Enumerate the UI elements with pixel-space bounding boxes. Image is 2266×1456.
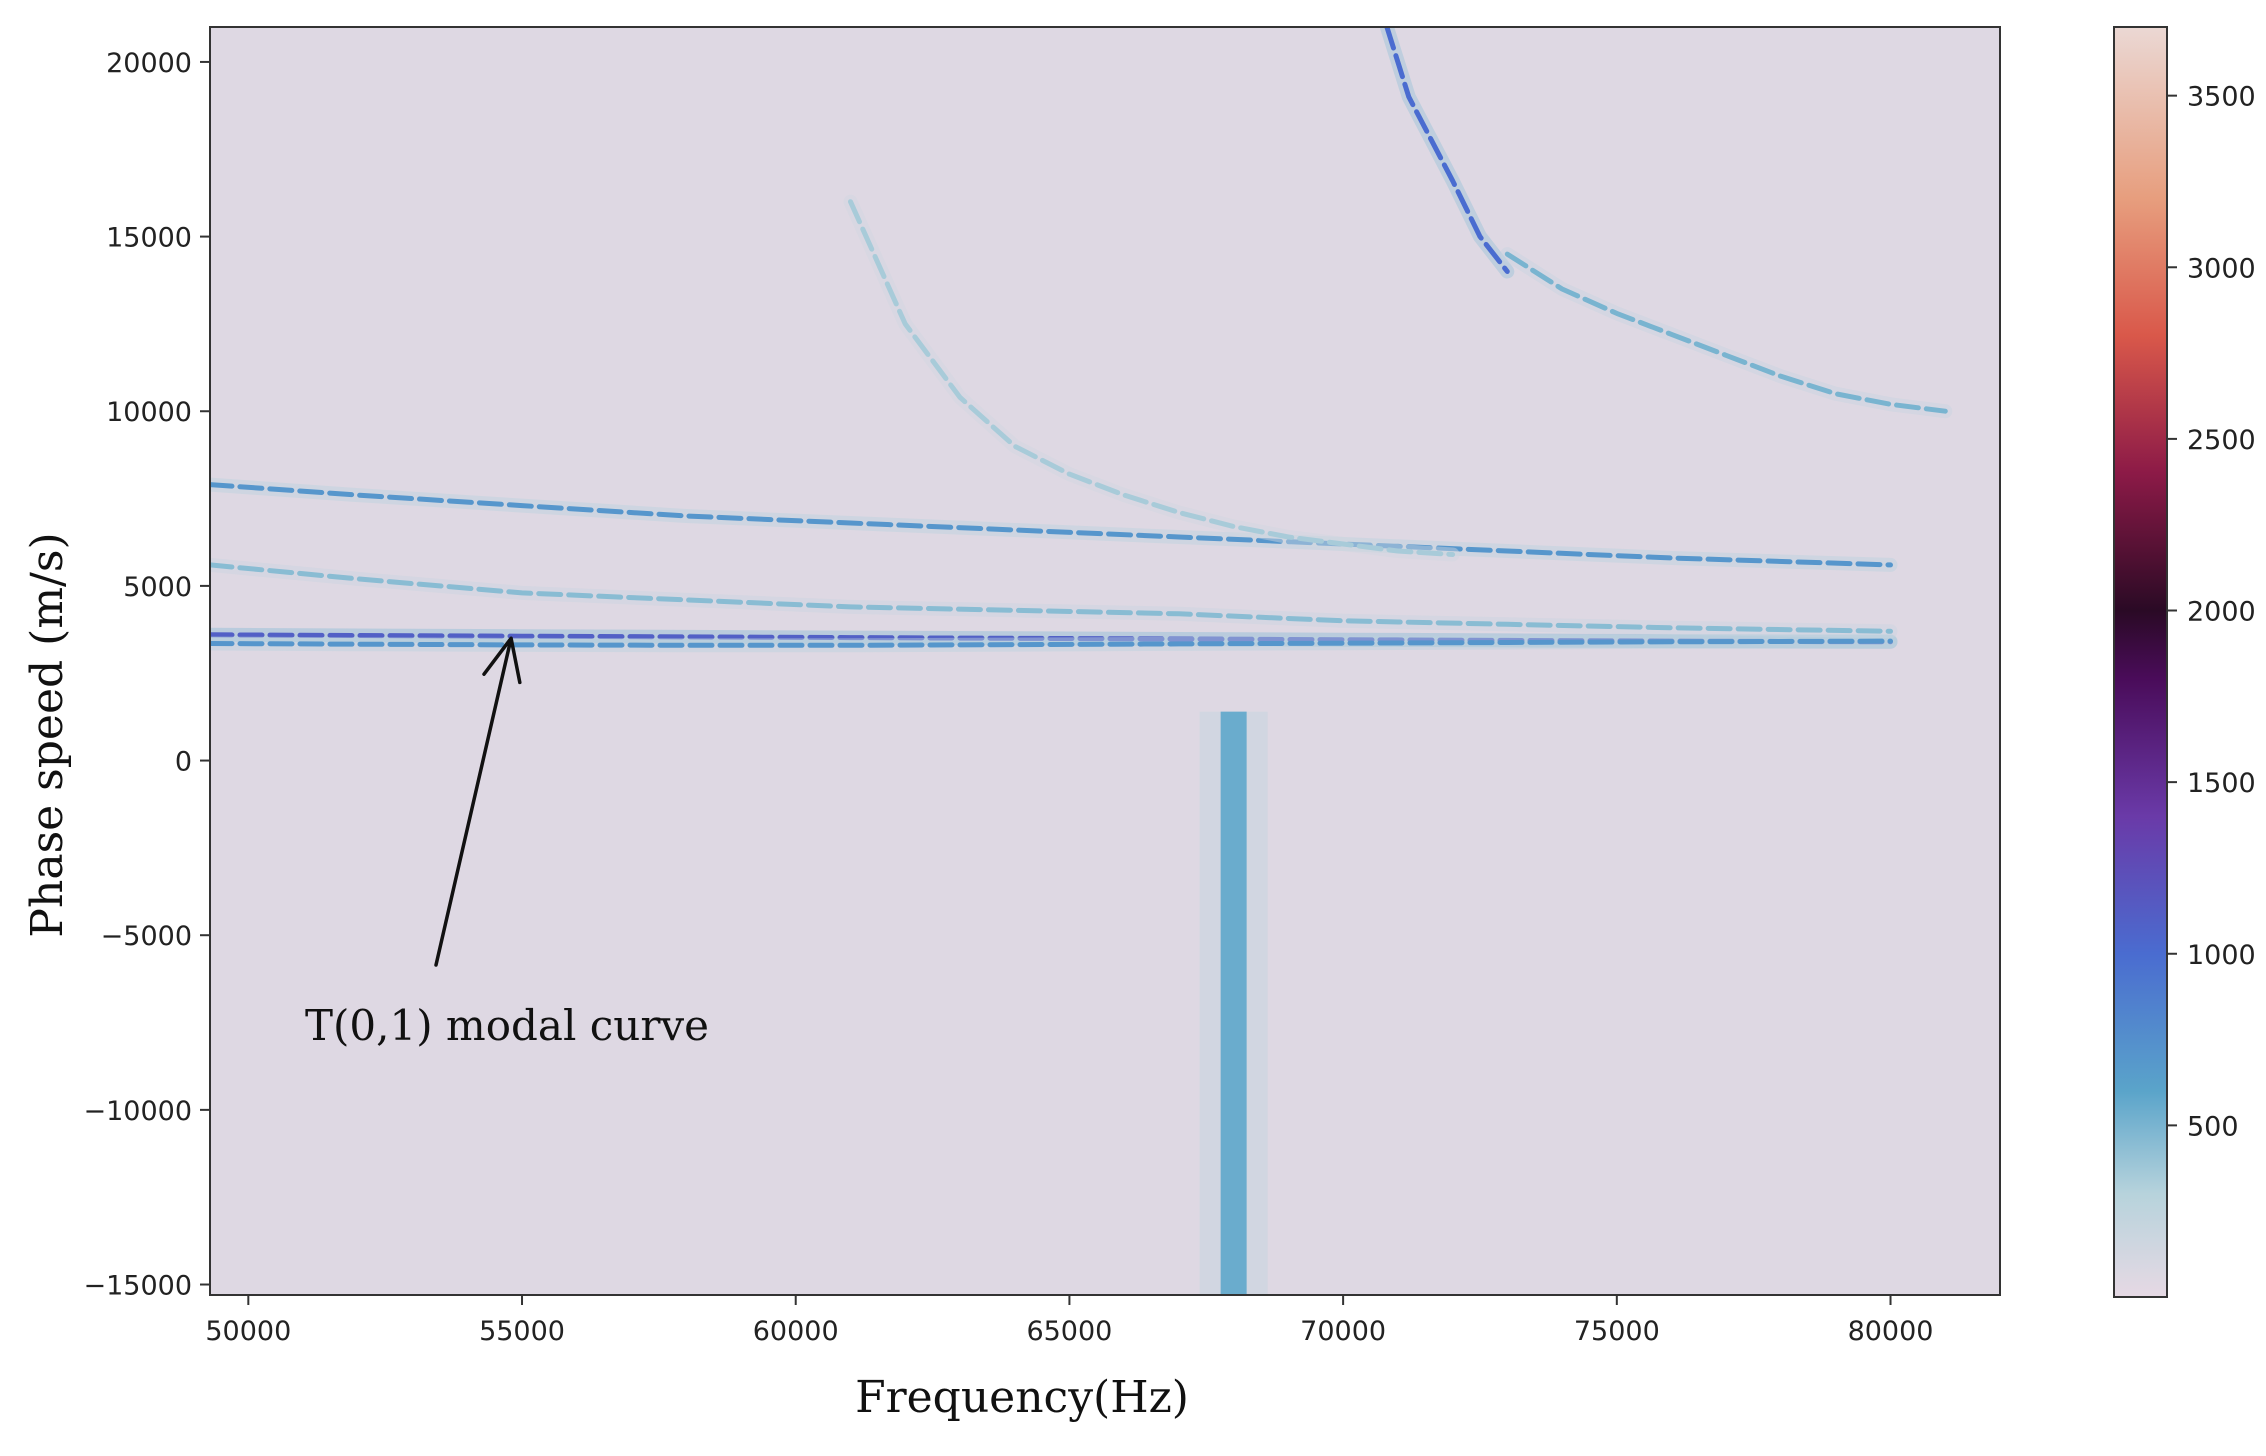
x-tick-label: 75000 <box>1574 1316 1660 1347</box>
colorbar-tick-label: 1000 <box>2187 940 2256 971</box>
y-tick-label: 10000 <box>106 397 192 428</box>
x-tick-label: 80000 <box>1848 1316 1934 1347</box>
colorbar <box>2113 26 2168 1298</box>
y-tick-label: 5000 <box>123 572 192 603</box>
y-tick-label: −5000 <box>101 921 192 952</box>
mode-curve-1 <box>210 638 1893 648</box>
mode-curve-5 <box>1384 27 1510 274</box>
colorbar-tick-label: 1500 <box>2187 768 2256 799</box>
mode-curve-4 <box>848 199 1456 557</box>
colorbar-tick-label: 3500 <box>2187 82 2256 113</box>
y-axis-ticks: −15000 −10000 −5000 0 5000 10000 15000 20000 <box>83 48 210 1302</box>
x-axis-label: Frequency(Hz) <box>855 1372 1189 1423</box>
x-tick-label: 50000 <box>205 1316 291 1347</box>
annotation-label: T(0,1) modal curve <box>305 1001 709 1050</box>
y-tick-label: 15000 <box>106 223 192 254</box>
y-tick-label: 0 <box>175 747 192 778</box>
colorbar-tick-label: 3000 <box>2187 253 2256 284</box>
mode-curve-2 <box>210 482 1893 568</box>
colorbar-tick-label: 2000 <box>2187 597 2256 628</box>
mode-curve-6 <box>1504 251 1948 414</box>
colorbar-tick-label: 500 <box>2187 1111 2239 1142</box>
x-tick-label: 60000 <box>753 1316 839 1347</box>
x-tick-label: 55000 <box>479 1316 565 1347</box>
x-tick-label: 70000 <box>1300 1316 1386 1347</box>
colorbar-ticks: 500 1000 1500 2000 2500 3000 3500 <box>2167 82 2256 1142</box>
vertical-band <box>1220 711 1247 1295</box>
heatmap-plot-area <box>210 27 2000 1295</box>
y-tick-label: −10000 <box>83 1096 192 1127</box>
heatmap-background <box>210 27 2000 1295</box>
x-axis-ticks: 50000 55000 60000 65000 70000 75000 80000 <box>205 1295 1933 1347</box>
x-tick-label: 65000 <box>1026 1316 1112 1347</box>
y-tick-label: 20000 <box>106 48 192 79</box>
mode-curve-3 <box>210 562 1893 634</box>
colorbar-tick-label: 2500 <box>2187 425 2256 456</box>
y-tick-label: −15000 <box>83 1271 192 1302</box>
annotation-layer: T(0,1) modal curve <box>305 636 709 1050</box>
annotation-arrow <box>434 636 522 967</box>
y-axis-label: Phase speed (m/s) <box>22 532 73 937</box>
plot-frame <box>209 26 2001 1296</box>
